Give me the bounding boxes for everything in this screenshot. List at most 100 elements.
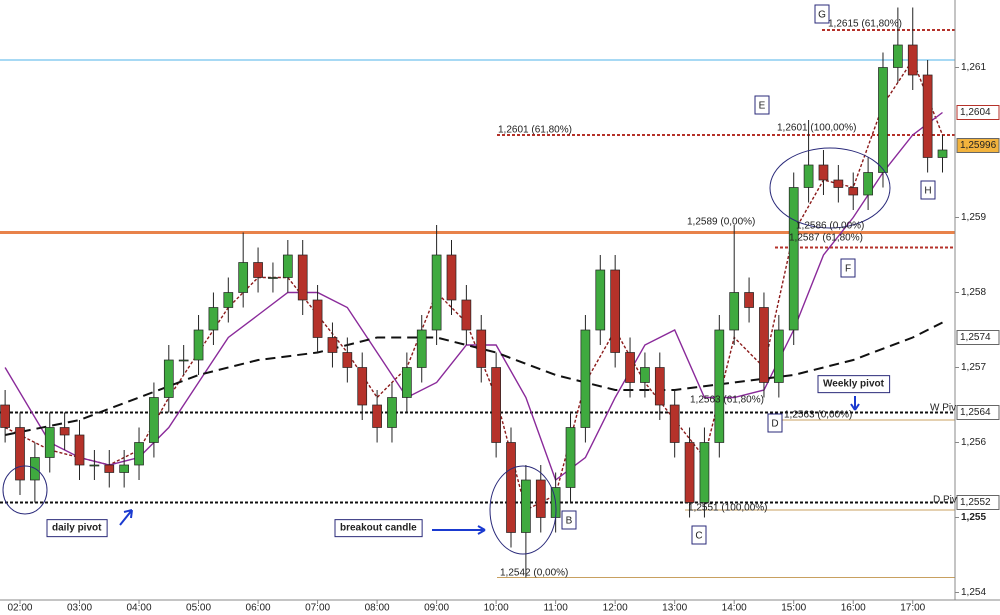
fib-label: 1,2589 (0,00%) — [687, 217, 755, 228]
candle-body — [134, 442, 144, 466]
y-tick-label: 1,261 — [961, 62, 986, 73]
arrow — [432, 525, 486, 535]
circle-highlight — [489, 465, 557, 555]
candle-body — [178, 359, 189, 362]
candle-body — [59, 427, 70, 436]
fib-label: 1,2587 (61,80%) — [789, 233, 863, 244]
fib-label: 1,2563 (61,80%) — [690, 395, 764, 406]
fib-label: 1,2551 (100,00%) — [688, 503, 768, 514]
y-tick-label: 1,257 — [961, 362, 986, 373]
candle-body — [729, 292, 740, 331]
point-label: F — [845, 264, 851, 275]
candle-body — [699, 442, 710, 503]
point-box — [840, 258, 856, 278]
candle-body — [416, 329, 427, 368]
circle-highlight — [769, 147, 891, 229]
candle-body — [863, 172, 873, 196]
candle-body — [89, 464, 100, 467]
candle-body — [565, 427, 576, 488]
moving-average — [4, 321, 943, 436]
x-tick-label: 16:00 — [841, 603, 866, 614]
fib-label: 1,2615 (61,80%) — [828, 19, 902, 30]
callout: daily pivot — [52, 523, 102, 534]
x-tick-label: 17:00 — [900, 603, 925, 614]
price-label-box — [956, 330, 1000, 345]
candle-body — [312, 299, 323, 338]
arrow — [119, 509, 133, 526]
price-label: 1,2604 — [960, 107, 991, 118]
candle-body — [625, 352, 635, 383]
candle-body — [535, 479, 546, 518]
candle-body — [476, 329, 487, 368]
y-tick-label: 1,258 — [961, 287, 986, 298]
x-tick-label: 12:00 — [603, 603, 628, 614]
point-box — [814, 4, 830, 24]
candle-body — [0, 404, 10, 428]
price-label-box — [956, 138, 1000, 153]
candle-body — [595, 269, 606, 331]
candle-body — [297, 254, 308, 301]
candle-body — [803, 164, 814, 188]
candle-body — [357, 367, 368, 406]
candle-body — [744, 292, 754, 308]
candle-body — [193, 329, 204, 361]
x-tick-label: 11:00 — [543, 603, 568, 614]
candle-body — [163, 359, 174, 398]
point-label: H — [924, 186, 931, 197]
candle-body — [610, 269, 621, 353]
candle-body — [372, 404, 382, 428]
candle-body — [491, 367, 501, 443]
point-box — [754, 95, 770, 115]
candle-body — [907, 44, 918, 76]
point-box — [691, 525, 707, 545]
candle-body — [759, 307, 769, 383]
point-box — [767, 413, 783, 433]
point-label: E — [759, 101, 766, 112]
point-box — [561, 510, 577, 530]
callout: D Piv — [933, 495, 957, 506]
y-tick-label: 1,259 — [961, 212, 986, 223]
candle-body — [119, 464, 130, 473]
fib-label: 1,2586 (0,00%) — [796, 221, 864, 232]
price-label: 1,2552 — [960, 497, 991, 508]
price-label-box — [956, 405, 1000, 420]
fib-label: 1,2542 (0,00%) — [500, 568, 568, 579]
candle-body — [937, 149, 948, 158]
candle-body — [149, 397, 159, 443]
x-tick-label: 08:00 — [365, 603, 390, 614]
callout: Weekly pivot — [823, 379, 885, 390]
price-label: 1,2574 — [960, 332, 991, 343]
y-tick-label: 1,256 — [961, 437, 986, 448]
x-tick-label: 07:00 — [305, 603, 330, 614]
x-tick-label: 04:00 — [127, 603, 152, 614]
x-tick-label: 14:00 — [722, 603, 747, 614]
price-label: 1,25996 — [960, 140, 997, 151]
x-tick-label: 06:00 — [246, 603, 271, 614]
fib-label: 1,2601 (100,00%) — [777, 123, 857, 134]
candle-body — [342, 352, 353, 368]
price-label: 1,2564 — [960, 407, 991, 418]
candle-body — [461, 299, 472, 331]
candle-body — [223, 292, 234, 308]
candle-body — [773, 329, 784, 383]
callout: W Piv — [930, 403, 956, 414]
candle-body — [818, 164, 829, 181]
candle-body — [431, 254, 442, 331]
candle-body — [714, 329, 725, 443]
candle-body — [387, 397, 397, 428]
point-label: D — [771, 419, 778, 430]
candle-body — [788, 187, 799, 331]
candle-body — [402, 367, 412, 398]
candle-body — [253, 262, 263, 278]
candle-body — [327, 337, 338, 353]
candle-body — [848, 187, 859, 196]
x-tick-label: 13:00 — [662, 603, 687, 614]
callout-box — [817, 375, 891, 394]
candle-body — [282, 254, 293, 278]
y-tick-label: 1,255 — [961, 512, 986, 523]
point-box — [920, 180, 936, 200]
fib-label: 1,2563 (0,00%) — [784, 410, 852, 421]
x-tick-label: 10:00 — [484, 603, 509, 614]
